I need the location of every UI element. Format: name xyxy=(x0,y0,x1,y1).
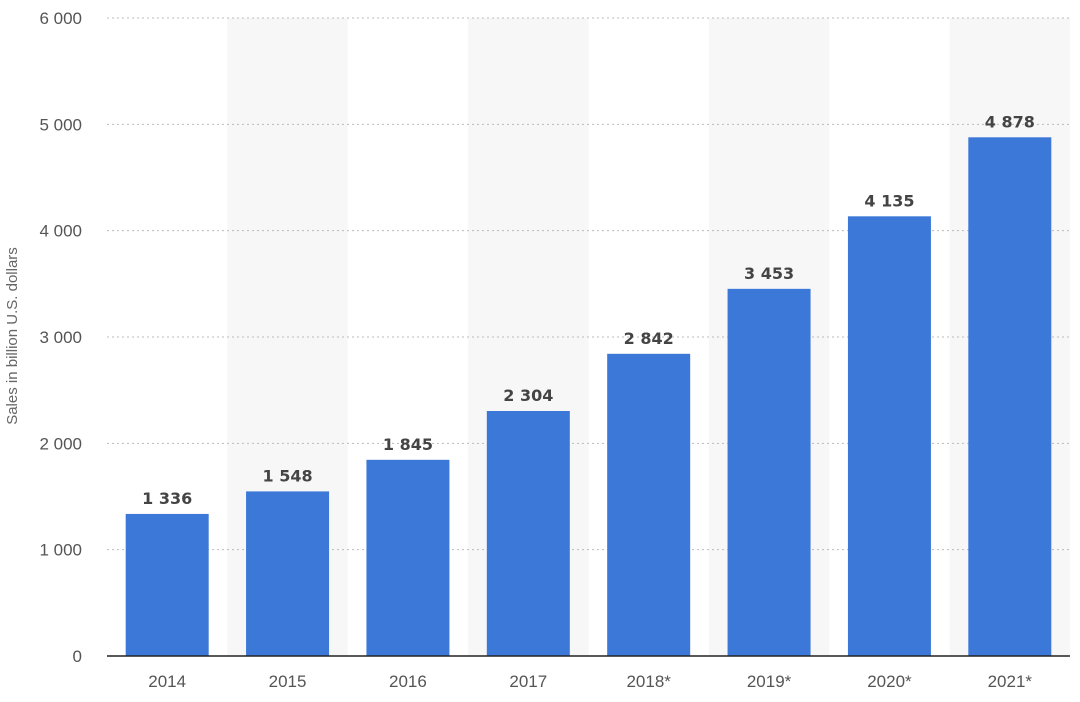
y-tick-label: 0 xyxy=(73,647,82,666)
x-tick-label: 2019* xyxy=(747,672,792,691)
x-tick-label: 2021* xyxy=(988,672,1033,691)
y-tick-label: 2 000 xyxy=(39,434,82,453)
y-axis-label: Sales in billion U.S. dollars xyxy=(4,247,21,425)
bar xyxy=(607,353,691,656)
x-tick-label: 2014 xyxy=(148,672,186,691)
value-labels: 1 336 1 548 1 845 2 304 2 842 3 453 4 135 4 878 xyxy=(142,112,1035,508)
bar-value-label: 1 548 xyxy=(263,466,313,485)
y-axis-ticks: 0 1 000 2 000 3 000 4 000 5 000 6 000 xyxy=(39,9,82,666)
y-tick-label: 1 000 xyxy=(39,541,82,560)
bar xyxy=(366,459,450,656)
x-tick-label: 2020* xyxy=(867,672,912,691)
x-axis-ticks: 2014 2015 2016 2017 2018* 2019* 2020* 2021* xyxy=(148,672,1032,691)
bar xyxy=(125,513,209,656)
bar-value-label: 2 304 xyxy=(503,386,553,405)
bars xyxy=(125,137,1052,657)
x-tick-label: 2018* xyxy=(626,672,671,691)
bar xyxy=(727,288,811,656)
bar-value-label: 1 845 xyxy=(383,435,433,454)
bar xyxy=(486,411,570,656)
bar-value-label: 4 135 xyxy=(864,191,914,210)
y-tick-label: 3 000 xyxy=(39,328,82,347)
y-tick-label: 4 000 xyxy=(39,222,82,241)
bar xyxy=(968,137,1052,656)
bar-value-label: 3 453 xyxy=(744,264,794,283)
y-tick-label: 6 000 xyxy=(39,9,82,28)
y-tick-label: 5 000 xyxy=(39,115,82,134)
bar-value-label: 4 878 xyxy=(985,112,1035,131)
bar-value-label: 1 336 xyxy=(142,489,192,508)
x-tick-label: 2016 xyxy=(389,672,427,691)
bar-value-label: 2 842 xyxy=(624,329,674,348)
bar xyxy=(246,491,330,656)
bar xyxy=(847,216,931,657)
x-tick-label: 2015 xyxy=(269,672,307,691)
x-tick-label: 2017 xyxy=(509,672,547,691)
